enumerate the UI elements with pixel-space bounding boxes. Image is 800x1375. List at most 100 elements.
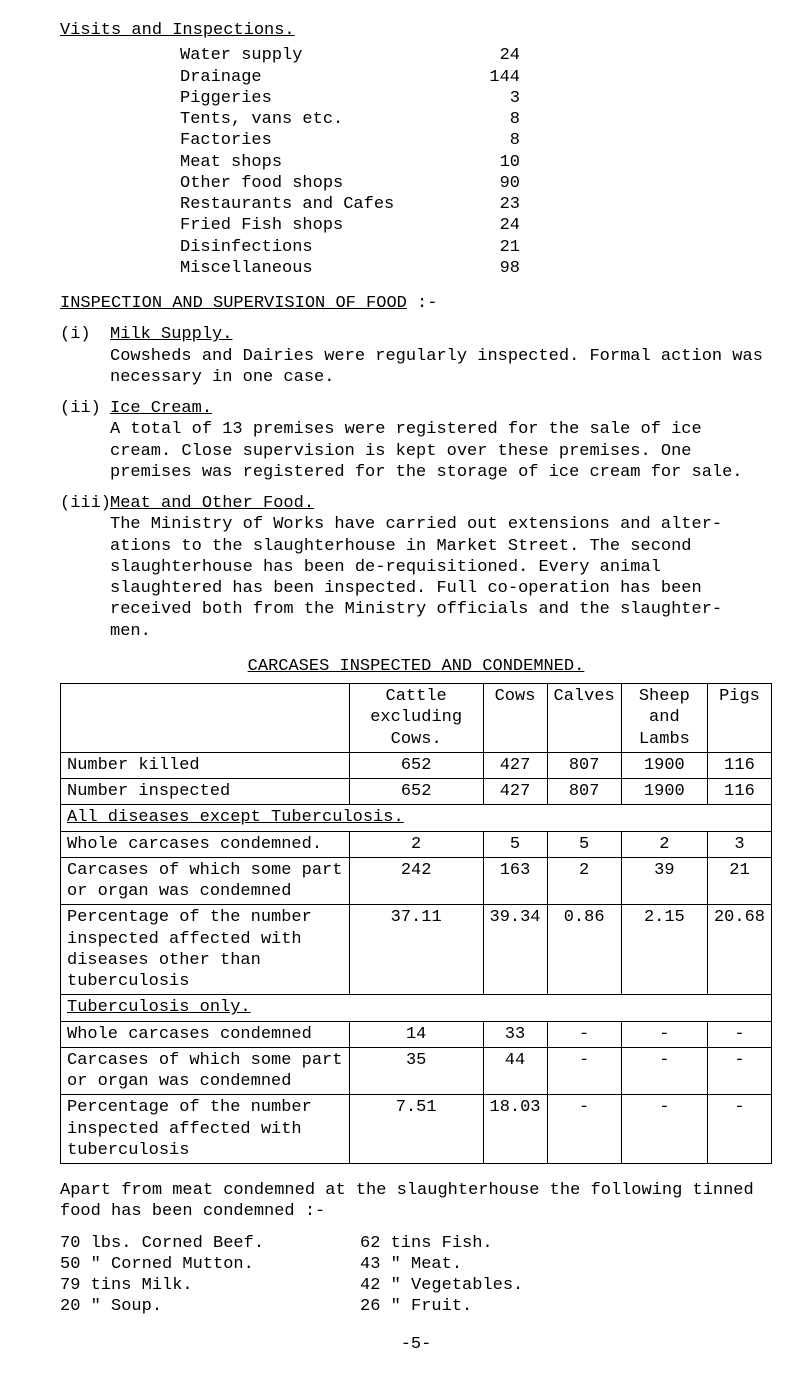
supply-val: 144 [460,67,520,88]
item-i-body: Cowsheds and Dairies were regularly insp… [110,347,763,387]
table-cell: - [547,1021,621,1047]
section-title-inspection: INSPECTION AND SUPERVISION OF FOOD [60,294,407,313]
tin-line: 79 tins Milk. [60,1275,360,1296]
table-cell: Percentage of the number inspected affec… [61,905,350,995]
supply-val: 24 [460,45,520,66]
supply-key: Meat shops [180,152,460,173]
table-cell: Number inspected [61,779,350,805]
item-iii-num: (iii) [60,493,110,642]
supply-val: 90 [460,173,520,194]
table-cell: 116 [707,752,771,778]
supply-val: 23 [460,194,520,215]
supply-val: 24 [460,215,520,236]
table-group-header-row: All diseases except Tuberculosis. [61,805,772,831]
table-cell: 116 [707,779,771,805]
item-ii-title: Ice Cream. [110,399,212,418]
table-group-header-row: Tuberculosis only. [61,995,772,1021]
table-cell: - [621,1021,707,1047]
supply-key: Other food shops [180,173,460,194]
supply-key: Piggeries [180,88,460,109]
table-cell: 44 [483,1047,547,1095]
table-cell: 427 [483,752,547,778]
table-cell: 35 [349,1047,483,1095]
table-row: Number inspected6524278071900116 [61,779,772,805]
supply-row: Restaurants and Cafes23 [180,194,772,215]
page-number: -5- [60,1334,772,1355]
supply-val: 8 [460,130,520,151]
supply-key: Miscellaneous [180,258,460,279]
table-cell: 3 [707,831,771,857]
supply-val: 98 [460,258,520,279]
supply-val: 21 [460,237,520,258]
tin-line: 26 " Fruit. [360,1296,660,1317]
tin-line: 42 " Vegetables. [360,1275,660,1296]
supply-row: Meat shops10 [180,152,772,173]
table-header-cell: Calves [547,684,621,753]
table-cell: Number killed [61,752,350,778]
table-cell: Whole carcases condemned. [61,831,350,857]
supply-val: 8 [460,109,520,130]
table-row: Percentage of the number inspected affec… [61,1095,772,1164]
table-cell: 33 [483,1021,547,1047]
supply-row: Disinfections21 [180,237,772,258]
supply-row: Drainage144 [180,67,772,88]
tin-line: 43 " Meat. [360,1254,660,1275]
table-cell: 5 [483,831,547,857]
supply-val: 10 [460,152,520,173]
supply-row: Fried Fish shops24 [180,215,772,236]
supply-key: Disinfections [180,237,460,258]
table-cell: Carcases of which some part or organ was… [61,857,350,905]
item-i-num: (i) [60,324,110,388]
table-header-cell: Sheep and Lambs [621,684,707,753]
tins-right: 62 tins Fish.43 " Meat.42 " Vegetables.2… [360,1233,660,1318]
table-cell: - [707,1095,771,1164]
table-cell: 20.68 [707,905,771,995]
table-cell: 0.86 [547,905,621,995]
table-header-cell: Cattle excluding Cows. [349,684,483,753]
supply-row: Factories8 [180,130,772,151]
supply-key: Factories [180,130,460,151]
table-cell: 39 [621,857,707,905]
table-cell: 2 [547,857,621,905]
item-iii-body: The Ministry of Works have carried out e… [110,515,722,640]
supply-row: Water supply24 [180,45,772,66]
table-cell: 7.51 [349,1095,483,1164]
table-cell: 5 [547,831,621,857]
table-cell: 163 [483,857,547,905]
table-cell: Carcases of which some part or organ was… [61,1047,350,1095]
table-cell: 652 [349,779,483,805]
tin-line: 50 " Corned Mutton. [60,1254,360,1275]
table-header-cell [61,684,350,753]
supply-key: Fried Fish shops [180,215,460,236]
tins-left: 70 lbs. Corned Beef.50 " Corned Mutton.7… [60,1233,360,1318]
supply-row: Miscellaneous98 [180,258,772,279]
item-ii-num: (ii) [60,398,110,483]
table-cell: - [707,1047,771,1095]
table-row: Whole carcases condemned1433--- [61,1021,772,1047]
section-title-visits: Visits and Inspections. [60,20,772,41]
table-row: Percentage of the number inspected affec… [61,905,772,995]
table-cell: 21 [707,857,771,905]
table-cell: 18.03 [483,1095,547,1164]
tin-line: 20 " Soup. [60,1296,360,1317]
table-cell: 807 [547,752,621,778]
table-row: Whole carcases condemned.25523 [61,831,772,857]
item-i-title: Milk Supply. [110,325,232,344]
item-iii-title: Meat and Other Food. [110,494,314,513]
table-cell: 242 [349,857,483,905]
table-cell: 2 [349,831,483,857]
table-cell: 2.15 [621,905,707,995]
table-cell: 1900 [621,779,707,805]
tin-line: 70 lbs. Corned Beef. [60,1233,360,1254]
supply-key: Drainage [180,67,460,88]
table-row: Number killed6524278071900116 [61,752,772,778]
supply-val: 3 [460,88,520,109]
table-cell: - [621,1095,707,1164]
supply-key: Restaurants and Cafes [180,194,460,215]
table-cell: - [547,1047,621,1095]
supply-row: Other food shops90 [180,173,772,194]
supply-key: Water supply [180,45,460,66]
table-row: Carcases of which some part or organ was… [61,1047,772,1095]
table-cell: 427 [483,779,547,805]
supply-row: Piggeries3 [180,88,772,109]
